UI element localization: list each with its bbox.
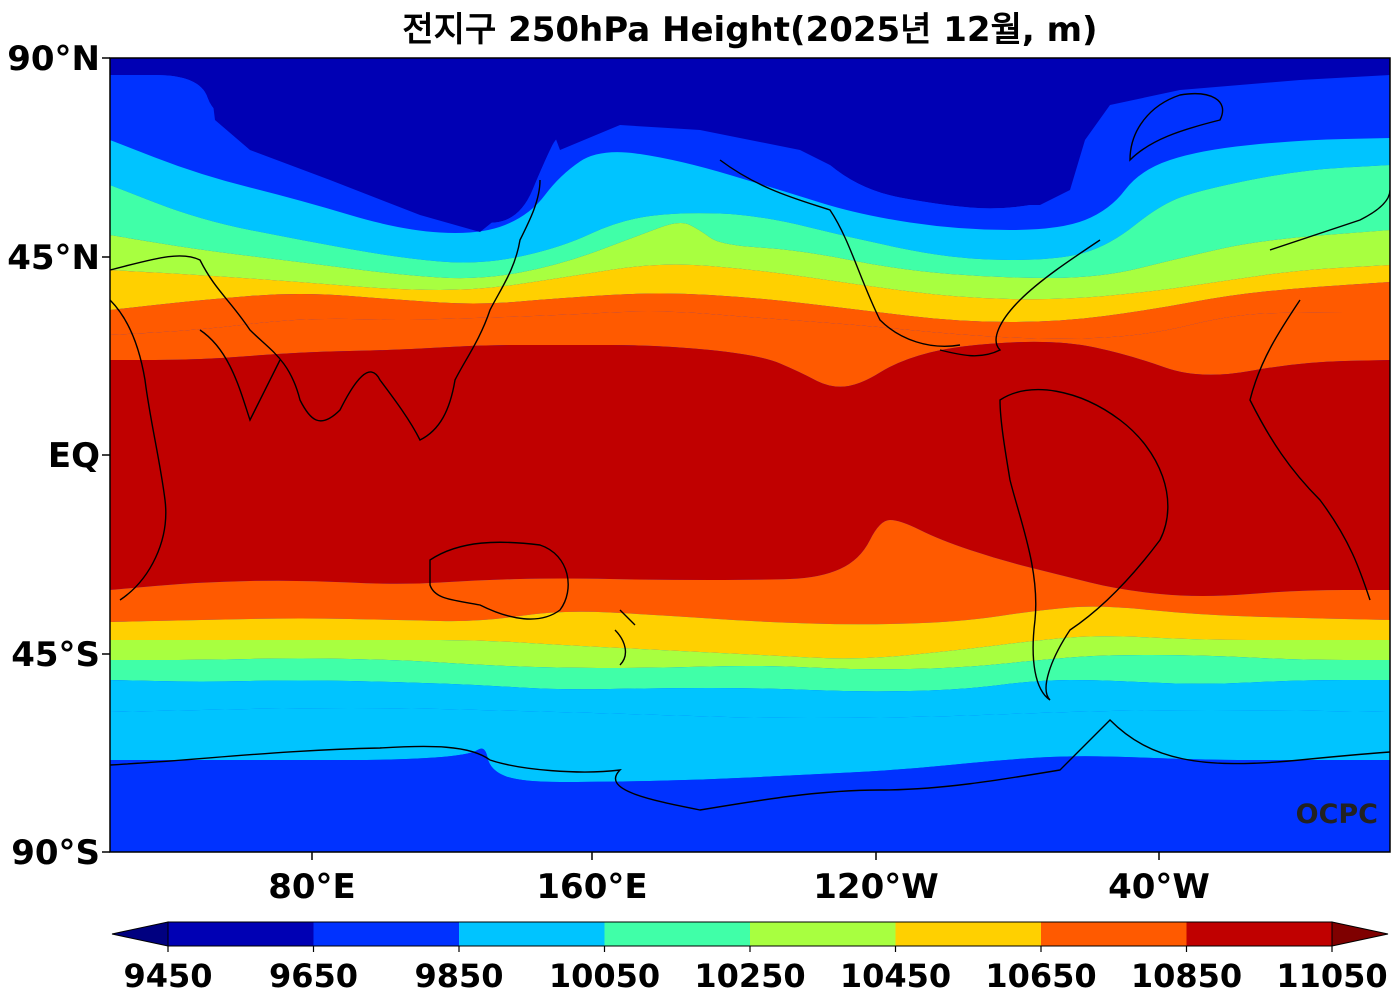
contour-band-6 — [110, 282, 1390, 339]
coastline-1 — [199, 329, 281, 422]
contour-band-4 — [110, 223, 1390, 300]
contour-band-8 — [110, 341, 1390, 596]
lat-tick-label: 90°N — [7, 39, 100, 79]
colorbar-over-arrow — [1331, 921, 1389, 947]
colorbar-tick-label: 10450 — [840, 957, 951, 995]
coastline-4 — [614, 609, 636, 666]
colorbar-segment — [604, 922, 751, 946]
coastline-6 — [939, 239, 1101, 357]
lat-tick-label: 45°S — [11, 635, 100, 675]
height-contour-field — [110, 58, 1390, 852]
colorbar-tick-label: 10650 — [985, 957, 1096, 995]
colorbar-segment — [459, 922, 605, 946]
map-title: 전지구 250hPa Height(2025년 12월, m) — [402, 10, 1098, 50]
contour-band-9 — [110, 520, 1390, 625]
coastline-5 — [719, 159, 961, 347]
colorbar-segment — [168, 922, 314, 946]
lat-tick-label: 90°S — [11, 833, 100, 873]
contour-band-2 — [110, 138, 1390, 263]
colorbar-tick-label: 9650 — [269, 957, 358, 995]
axis-ticks: 80°E 160°E 120°W 40°W 90°N 45°N EQ 45°S 90°S — [7, 39, 1210, 907]
contour-band-14 — [110, 708, 1390, 782]
colorbar-segment — [750, 922, 896, 946]
lon-tick-label: 160°E — [536, 867, 647, 907]
contour-band-15 — [110, 748, 1390, 852]
contour-band-11 — [110, 636, 1390, 670]
colorbar: 9450 9650 9850 10050 10250 10450 10650 10850 110… — [111, 921, 1389, 995]
lat-tick-label: EQ — [48, 436, 100, 476]
coastline-0 — [110, 179, 541, 441]
coastline-10 — [1129, 93, 1224, 162]
colorbar-tick-label: 10850 — [1131, 957, 1242, 995]
coastlines — [110, 93, 1390, 811]
colorbar-segment — [1041, 922, 1187, 946]
arctic-low — [540, 58, 1390, 205]
colorbar-tick-label: 10250 — [694, 957, 805, 995]
lon-tick-label: 120°W — [813, 867, 938, 907]
colorbar-tick-label: 9850 — [414, 957, 503, 995]
colorbar-segment — [313, 922, 460, 946]
lat-tick-label: 45°N — [7, 238, 100, 278]
coastline-8 — [1249, 299, 1371, 601]
colorbar-segment — [895, 922, 1042, 946]
contour-band-3 — [110, 165, 1390, 279]
contour-band-5 — [110, 264, 1390, 322]
siberian-low — [200, 58, 560, 232]
coastline-2 — [110, 299, 167, 601]
lon-tick-label: 80°E — [268, 867, 356, 907]
contour-band-10 — [110, 606, 1390, 659]
coastline-7 — [999, 388, 1169, 701]
coastline-11 — [110, 719, 1390, 811]
contour-band-1 — [110, 62, 1390, 233]
contour-band-7 — [110, 311, 1390, 387]
colorbar-tick-label: 10050 — [549, 957, 660, 995]
ocpc-watermark: OCPC — [1296, 799, 1378, 830]
colorbar-under-arrow — [111, 921, 169, 947]
colorbar-tick-label: 9450 — [123, 957, 212, 995]
coastline-9 — [1269, 189, 1390, 251]
contour-band-12 — [110, 655, 1390, 692]
colorbar-tick-label: 11050 — [1276, 957, 1387, 995]
contour-band-13 — [110, 680, 1390, 718]
coastline-3 — [429, 541, 569, 620]
colorbar-segment — [1186, 922, 1333, 946]
lon-tick-label: 40°W — [1108, 867, 1210, 907]
